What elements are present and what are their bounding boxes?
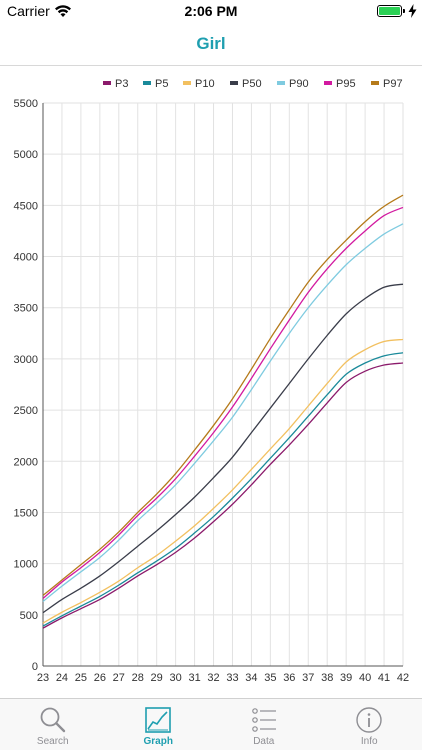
legend-label-p3: P3 <box>115 78 128 90</box>
series-line-p50 <box>42 283 404 614</box>
series-line-p90 <box>42 223 404 603</box>
tab-graph[interactable]: Graph <box>106 699 212 750</box>
legend-swatch-p5 <box>143 81 151 85</box>
y-tick-label: 5000 <box>14 149 38 161</box>
tab-data-label: Data <box>253 736 275 747</box>
x-tick-label: 38 <box>321 672 333 684</box>
carrier-label: Carrier <box>7 3 50 19</box>
legend-label-p50: P50 <box>242 78 262 90</box>
info-icon <box>356 707 382 733</box>
y-tick-label: 3500 <box>14 303 38 315</box>
list-icon <box>251 708 276 732</box>
navigation-bar: Girl <box>0 22 422 66</box>
x-tick-label: 40 <box>359 672 371 684</box>
growth-chart-svg: 0 500 1000 1500 2000 2500 3000 3500 4000 4500 5000… <box>14 78 410 684</box>
x-tick-label: 41 <box>378 672 390 684</box>
x-tick-label: 39 <box>340 672 352 684</box>
status-bar: Carrier 2:06 PM <box>0 0 422 22</box>
x-tick-label: 28 <box>132 672 144 684</box>
legend-label-p97: P97 <box>383 78 403 90</box>
legend-label-p90: P90 <box>289 78 309 90</box>
legend-swatch-p10 <box>183 81 191 85</box>
x-tick-label: 24 <box>56 672 68 684</box>
charging-bolt-icon <box>408 4 417 18</box>
tab-graph-label: Graph <box>143 736 173 747</box>
legend-label-p5: P5 <box>155 78 168 90</box>
y-tick-label: 3000 <box>14 354 38 366</box>
legend-label-p95: P95 <box>336 78 356 90</box>
graph-icon <box>145 707 172 733</box>
status-time: 2:06 PM <box>184 3 238 19</box>
tab-bar: Search Graph Data Info <box>0 698 422 750</box>
y-tick-label: 2000 <box>14 456 38 468</box>
x-tick-label: 30 <box>170 672 182 684</box>
y-tick-label: 0 <box>32 661 38 673</box>
y-tick-label: 4000 <box>14 252 38 264</box>
legend-swatch-p95 <box>324 81 332 85</box>
tab-info-label: Info <box>360 736 378 747</box>
series-line-p97 <box>42 194 404 596</box>
legend-swatch-p3 <box>103 81 111 85</box>
y-tick-label: 4500 <box>14 200 38 212</box>
series-line-p95 <box>42 206 404 599</box>
x-tick-label: 33 <box>226 672 238 684</box>
legend-swatch-p50 <box>230 81 238 85</box>
tab-data[interactable]: Data <box>211 699 317 750</box>
battery-cap <box>403 9 405 13</box>
legend-swatch-p97 <box>371 81 379 85</box>
legend-swatch-p90 <box>277 81 285 85</box>
wifi-icon <box>55 5 71 17</box>
x-tick-label: 42 <box>397 672 409 684</box>
x-tick-label: 25 <box>75 672 87 684</box>
x-tick-label: 36 <box>283 672 295 684</box>
x-tick-label: 32 <box>207 672 219 684</box>
y-tick-label: 1500 <box>14 507 38 519</box>
tab-info[interactable]: Info <box>317 699 422 750</box>
x-tick-label: 31 <box>188 672 200 684</box>
x-tick-label: 37 <box>302 672 314 684</box>
growth-chart: 0 500 1000 1500 2000 2500 3000 3500 4000 4500 5000… <box>0 66 422 698</box>
search-icon <box>40 707 65 733</box>
x-tick-label: 26 <box>94 672 106 684</box>
y-tick-label: 500 <box>20 610 38 622</box>
x-tick-label: 29 <box>151 672 163 684</box>
battery-icon <box>377 5 402 17</box>
y-tick-label: 1000 <box>14 559 38 571</box>
page-title: Girl <box>196 34 226 53</box>
series-line-p5 <box>42 352 404 627</box>
x-tick-label: 23 <box>37 672 49 684</box>
series-line-p3 <box>42 362 404 629</box>
y-tick-label: 5500 <box>14 98 38 110</box>
legend-label-p10: P10 <box>195 78 215 90</box>
series-line-p10 <box>42 338 404 624</box>
tab-search-label: Search <box>36 736 69 747</box>
tab-search[interactable]: Search <box>0 699 106 750</box>
x-tick-label: 27 <box>113 672 125 684</box>
x-tick-label: 35 <box>264 672 276 684</box>
y-tick-label: 2500 <box>14 405 38 417</box>
x-tick-label: 34 <box>245 672 257 684</box>
